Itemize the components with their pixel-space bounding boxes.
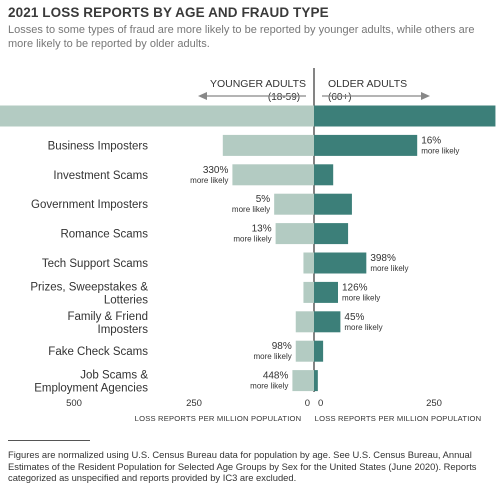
pct-label: 5% [256, 194, 271, 205]
younger-bar [0, 105, 314, 127]
older-bar [314, 164, 334, 186]
older-bar [314, 340, 324, 362]
older-bar [314, 134, 418, 156]
pct-label: 330% [203, 165, 229, 176]
more-likely-label: more likely [370, 264, 408, 273]
category-label: Business Imposters [48, 140, 149, 152]
older-bar [314, 223, 349, 245]
category-label: Prizes, Sweepstakes & [30, 281, 148, 293]
more-likely-label: more likely [254, 352, 292, 361]
category-label-line2: Employment Agencies [34, 383, 148, 395]
younger-bar [292, 370, 314, 392]
younger-bar [222, 134, 314, 156]
category-label: Investment Scams [53, 170, 148, 182]
younger-bar [274, 193, 314, 215]
younger-arrow-head [198, 92, 207, 100]
older-bar [314, 370, 318, 392]
older-group-age: (60+) [328, 92, 352, 103]
more-likely-label: more likely [342, 293, 380, 302]
older-group-label: OLDER ADULTS [328, 78, 407, 90]
category-label: Tech Support Scams [42, 258, 148, 270]
pct-label: 45% [344, 312, 364, 323]
pct-label: 448% [263, 371, 289, 382]
more-likely-label: more likely [233, 235, 271, 244]
older-bar [314, 252, 367, 274]
younger-group-age: (18-59) [268, 92, 300, 103]
younger-bar [295, 311, 314, 333]
pct-label: 98% [272, 341, 292, 352]
diverging-bar-chart: YOUNGER ADULTS(18-59)OLDER ADULTS(60+)On… [0, 68, 496, 423]
category-label-line2: Lotteries [104, 294, 148, 306]
category-label: Fake Check Scams [48, 346, 148, 358]
pct-label: 398% [370, 253, 396, 264]
footnote: Figures are normalized using U.S. Census… [8, 449, 477, 483]
chart-title: 2021 LOSS REPORTS BY AGE AND FRAUD TYPE [8, 5, 329, 20]
older-bar [314, 281, 338, 303]
more-likely-label: more likely [190, 176, 228, 185]
younger-group-label: YOUNGER ADULTS [210, 78, 306, 90]
category-label: Job Scams & [80, 370, 148, 382]
category-label: Government Imposters [31, 199, 148, 211]
left-tick-label: 500 [66, 398, 82, 409]
right-axis-title: LOSS REPORTS PER MILLION POPULATION [315, 414, 482, 423]
category-label: Romance Scams [60, 229, 148, 241]
category-label: Family & Friend [67, 311, 148, 323]
younger-bar [303, 281, 314, 303]
left-tick-label: 250 [186, 398, 202, 409]
older-bar [314, 193, 352, 215]
more-likely-label: more likely [232, 205, 270, 214]
category-label-line2: Imposters [98, 324, 149, 336]
left-axis-title: LOSS REPORTS PER MILLION POPULATION [135, 414, 302, 423]
footnote-divider [8, 440, 90, 441]
older-bar [314, 105, 496, 127]
right-tick-label: 0 [318, 398, 323, 409]
more-likely-label: more likely [421, 146, 459, 155]
more-likely-label: more likely [250, 382, 288, 391]
pct-label: 13% [252, 224, 272, 235]
pct-label: 126% [342, 282, 368, 293]
younger-bar [303, 252, 314, 274]
older-arrow-head [421, 92, 430, 100]
pct-label: 16% [421, 135, 441, 146]
younger-bar [295, 340, 314, 362]
older-bar [314, 311, 341, 333]
right-tick-label: 250 [426, 398, 442, 409]
left-tick-label: 0 [305, 398, 310, 409]
chart-subtitle: Losses to some types of fraud are more l… [8, 24, 475, 50]
younger-bar [275, 223, 314, 245]
more-likely-label: more likely [344, 323, 382, 332]
younger-bar [232, 164, 314, 186]
